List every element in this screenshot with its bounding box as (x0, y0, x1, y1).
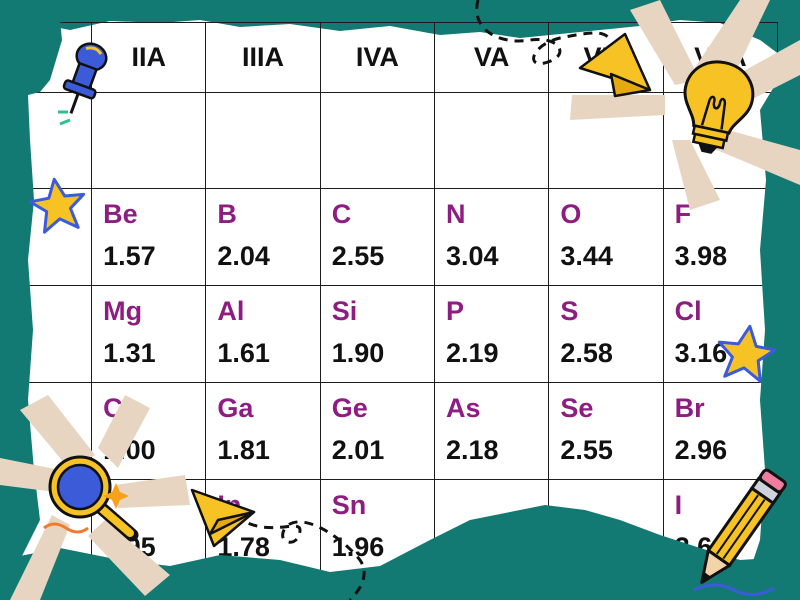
element-cell (205, 92, 321, 189)
electronegativity-value: 2.18 (446, 435, 499, 465)
element-cell (91, 92, 207, 189)
electronegativity-value: 3.04 (446, 241, 499, 271)
element-cell: Se 2.55 (548, 382, 664, 480)
pushpin-icon (62, 42, 108, 114)
electronegativity-value: 1.31 (103, 338, 156, 368)
element-symbol: As (446, 393, 481, 423)
lightbulb-icon (683, 60, 755, 154)
table-row: 0 (0, 92, 779, 189)
element-cell: Si 1.90 (319, 285, 436, 383)
paper-plane-icon (578, 32, 652, 98)
element-symbol: F (674, 199, 692, 229)
element-cell: S 2.58 (548, 285, 664, 383)
electronegativity-value: 3.44 (560, 241, 613, 271)
element-cell: As 2.18 (434, 382, 550, 480)
element-symbol: Cl (674, 296, 702, 326)
element-symbol: Sn (331, 490, 367, 520)
element-symbol: S (560, 296, 579, 326)
element-symbol: P (446, 296, 465, 326)
pushpin-sparkle (58, 110, 71, 126)
star-icon (28, 177, 86, 234)
electronegativity-value: 1.90 (331, 338, 385, 368)
table-row: 8 Be1.57 B2.04 C2.55 N3.04 O3.44 F3.98 (0, 188, 779, 286)
element-symbol: B (217, 199, 237, 229)
electronegativity-value: 2.19 (446, 338, 499, 368)
element-cell: Mg 1.31 (91, 285, 207, 383)
element-cell: Ge 2.01 (319, 382, 436, 480)
element-symbol: Be (103, 199, 138, 229)
element-cell (319, 92, 436, 189)
element-symbol: Al (217, 296, 245, 326)
electronegativity-value: 3.98 (674, 241, 728, 271)
paper-plane-icon (190, 488, 256, 548)
dashed-line-top (475, 0, 612, 66)
element-cell: Ga 1.81 (205, 382, 321, 480)
magnifier-sparkle (43, 483, 129, 534)
element-symbol: O (560, 199, 582, 229)
teal-frame-bottom (0, 505, 800, 600)
electronegativity-value: 2.01 (331, 435, 385, 465)
magnifier-icon (48, 455, 139, 542)
element-cell: N 3.04 (434, 188, 550, 286)
header-cell: IVA (319, 22, 436, 93)
star-icon (717, 324, 777, 383)
electronegativity-value: 2.55 (331, 241, 385, 271)
electronegativity-value: 1.61 (217, 338, 270, 368)
element-symbol: Mg (103, 296, 143, 326)
element-symbol: Br (674, 393, 705, 423)
element-symbol: I (674, 490, 683, 520)
pencil-scribble (693, 583, 775, 596)
electronegativity-value: 2.04 (217, 241, 270, 271)
electronegativity-value: 1.81 (217, 435, 270, 465)
element-symbol: N (446, 199, 466, 229)
burst-shape-bottom-left (0, 395, 190, 600)
electronegativity-value: 2.58 (560, 338, 613, 368)
element-cell (434, 92, 550, 189)
element-cell: Be 1.57 (91, 188, 207, 286)
element-symbol: Se (560, 393, 594, 423)
dashed-line-bottom (234, 513, 366, 600)
header-cell: IIA (91, 22, 207, 93)
element-symbol: C (331, 199, 352, 229)
element-symbol: Ge (331, 393, 368, 423)
electronegativity-value: 1.57 (103, 241, 156, 271)
pencil-icon (700, 468, 787, 585)
element-cell: Sn 1.96 (319, 479, 436, 577)
electronegativity-value: 2.96 (674, 435, 728, 465)
element-symbol: Ga (217, 393, 254, 423)
electronegativity-value: 2.55 (560, 435, 613, 465)
teal-frame-left (0, 0, 62, 600)
element-cell: Al 1.61 (205, 285, 321, 383)
element-symbol: Si (331, 296, 358, 326)
element-cell: B 2.04 (205, 188, 321, 286)
